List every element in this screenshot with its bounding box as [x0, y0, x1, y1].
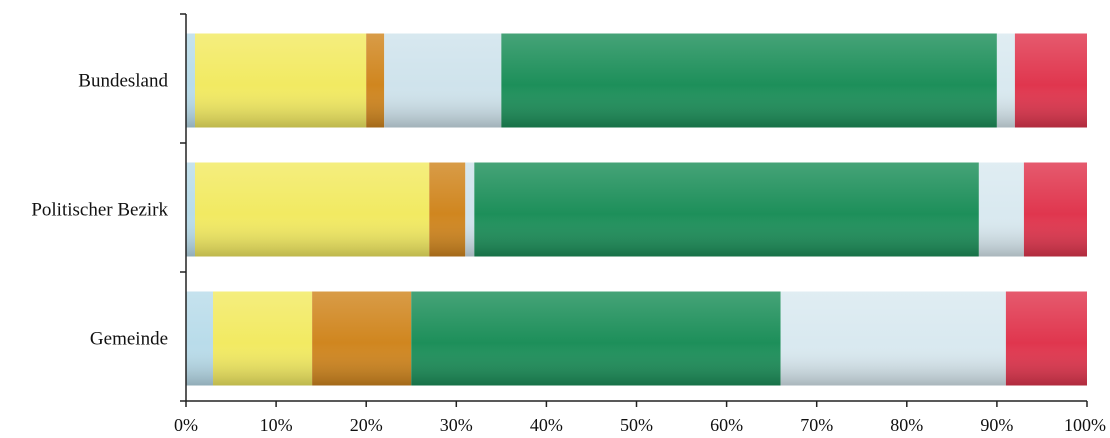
labels: Bundesland Politischer Bezirk Gemeinde 0% 10…: [31, 71, 1106, 436]
bar-segments: [186, 33, 1087, 386]
bar-segment-shade-0-0: [186, 33, 196, 128]
x-tick-label: 60%: [710, 415, 743, 435]
bar-segment-shade-1-1: [195, 162, 430, 257]
x-tick-label: 10%: [260, 415, 293, 435]
bar-segment-shade-1-5: [978, 162, 1024, 257]
bar-segment-shade-1-0: [186, 162, 196, 257]
bar-segment-shade-1-2: [429, 162, 466, 257]
bar-segment-shade-2-0: [186, 291, 214, 386]
x-tick-label: 30%: [440, 415, 473, 435]
x-tick-label: 0%: [174, 415, 198, 435]
x-tick-label: 100%: [1064, 415, 1106, 435]
bar-segment-shade-2-2: [312, 291, 412, 386]
category-label: Politischer Bezirk: [31, 200, 168, 221]
category-label: Gemeinde: [90, 329, 168, 350]
x-tick-label: 40%: [530, 415, 563, 435]
x-tick-label: 50%: [620, 415, 653, 435]
bar-segment-shade-2-4: [411, 291, 781, 386]
category-label: Bundesland: [78, 71, 168, 92]
bar-segment-shade-1-3: [465, 162, 475, 257]
x-tick-label: 70%: [800, 415, 833, 435]
bar-segment-shade-1-4: [474, 162, 979, 257]
bar-segment-shade-0-5: [996, 33, 1015, 128]
bar-segment-shade-2-5: [780, 291, 1006, 386]
x-tick-label: 20%: [350, 415, 383, 435]
bar-segment-shade-2-6: [1005, 291, 1087, 386]
bar-segment-shade-0-1: [195, 33, 367, 128]
bar-segment-shade-0-3: [384, 33, 502, 128]
x-tick-label: 90%: [980, 415, 1013, 435]
bar-segment-shade-1-6: [1023, 162, 1087, 257]
bar-segment-shade-0-6: [1014, 33, 1087, 128]
bar-segment-shade-2-1: [213, 291, 313, 386]
axes: [180, 13, 1088, 407]
x-tick-label: 80%: [890, 415, 923, 435]
bar-segment-shade-0-2: [366, 33, 385, 128]
bar-segment-shade-0-4: [501, 33, 997, 128]
